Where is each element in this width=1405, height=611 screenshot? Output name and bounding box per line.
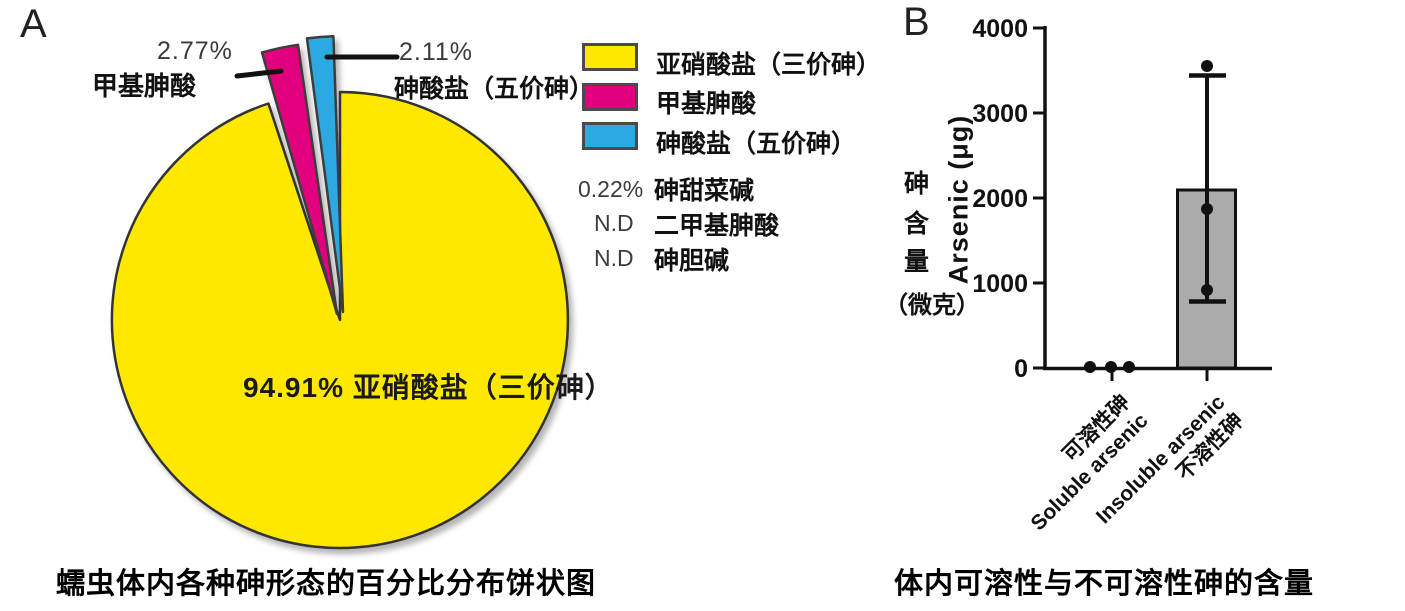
legend-label-arsenate: 砷酸盐（五价砷）	[656, 130, 857, 158]
y-tick-0: 0	[1014, 355, 1028, 383]
pie-callout-arsenate-pct: 2.11%	[399, 38, 474, 66]
pie-chart	[110, 34, 570, 550]
legend-label-arsenite: 亚硝酸盐（三价砷）	[656, 51, 882, 79]
legend-value-choline: N.D	[594, 245, 634, 271]
bar-chart-axes	[1033, 26, 1272, 381]
y-tick-2000: 2000	[972, 185, 1028, 213]
legend-label-dimethyl: 二甲基胂酸	[654, 212, 780, 240]
pie-slice-methyl	[260, 43, 339, 316]
panel-a-letter: A	[20, 2, 47, 46]
legend-label-methyl: 甲基胂酸	[656, 90, 757, 118]
data-points	[1084, 60, 1213, 373]
y-tick-3000: 3000	[972, 100, 1028, 128]
legend-label-betaine: 砷甜菜碱	[654, 177, 755, 205]
legend-value-betaine: 0.22%	[578, 176, 644, 202]
y-axis-label-zh-unit: （微克）	[884, 292, 980, 319]
legend-label-choline: 砷胆碱	[654, 247, 730, 275]
pie-slice-arsenate	[305, 34, 345, 314]
panel-b-caption: 体内可溶性与不可溶性砷的含量	[894, 568, 1315, 600]
y-axis-label-zh-2: 含	[904, 210, 930, 238]
pie-slice-arsenite	[110, 90, 570, 550]
pie-callout-methyl-name: 甲基胂酸	[92, 71, 197, 101]
legend-swatch-arsenate	[582, 122, 638, 150]
panel-a-caption: 蠕虫体内各种砷形态的百分比分布饼状图	[56, 568, 597, 600]
pie-callout-methyl-pct: 2.77%	[157, 37, 233, 65]
error-bar-insoluble	[1189, 73, 1226, 304]
callout-line-methyl	[234, 68, 284, 79]
legend-swatch-methyl	[582, 83, 638, 111]
y-tick-4000: 4000	[972, 15, 1028, 43]
pie-center-label: 94.91% 亚硝酸盐（三价砷）	[243, 372, 614, 403]
y-axis-label-zh-3: 量	[904, 248, 930, 276]
panel-b-letter: B	[903, 0, 930, 44]
y-tick-1000: 1000	[972, 270, 1028, 298]
legend-value-dimethyl: N.D	[594, 210, 634, 236]
legend-swatch-arsenite	[582, 43, 638, 71]
pie-callout-arsenate-name: 砷酸盐（五价砷）	[394, 75, 595, 103]
y-axis-label-zh-1: 砷	[904, 170, 930, 198]
